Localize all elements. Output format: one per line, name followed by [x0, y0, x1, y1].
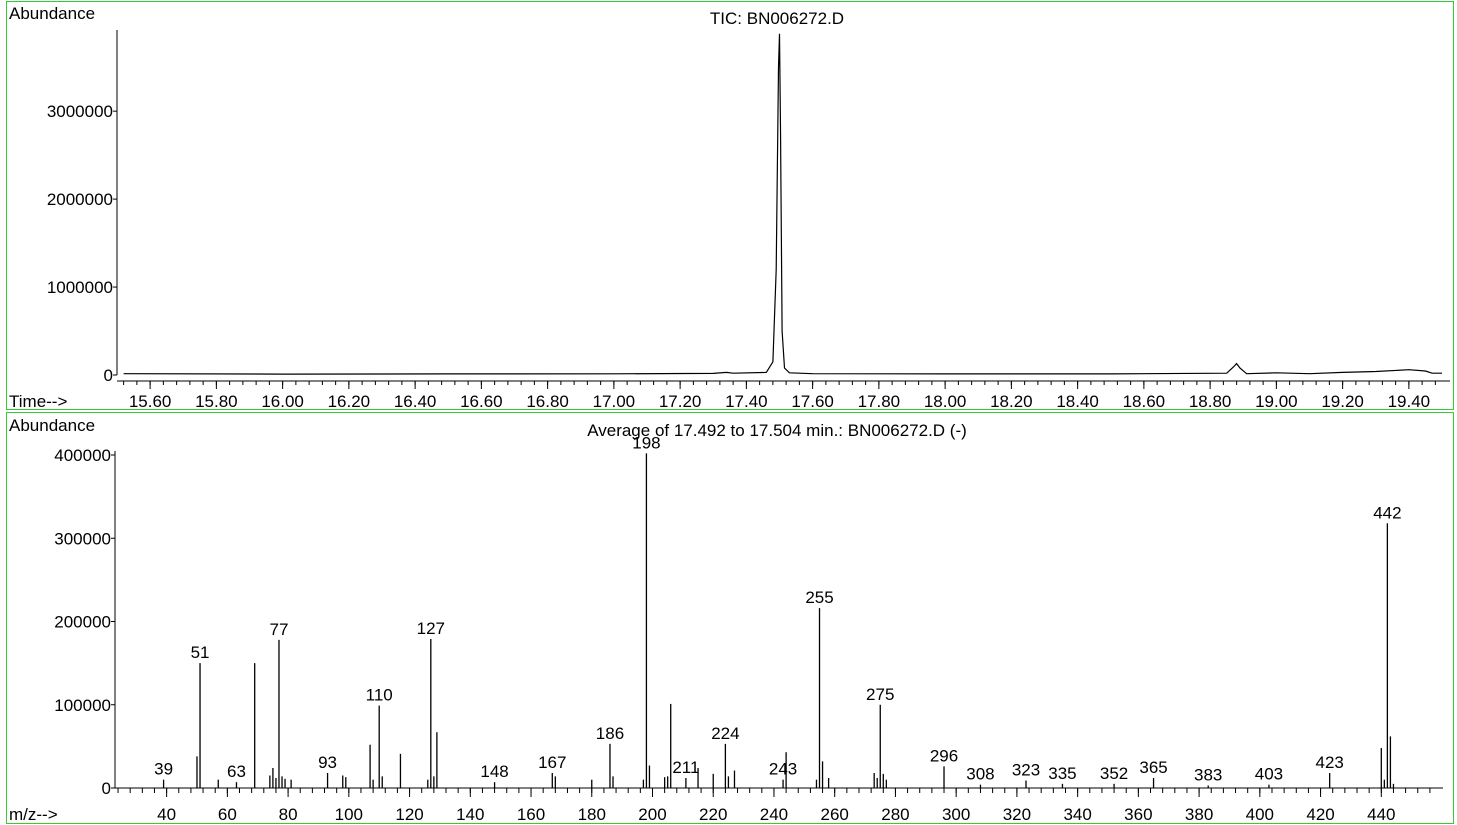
peak-label: 383	[1194, 766, 1222, 785]
y-tick-label: 400000	[54, 446, 111, 465]
peak-label: 352	[1100, 764, 1128, 783]
peak-label: 198	[632, 433, 660, 452]
peak-label: 39	[154, 760, 173, 779]
x-axis-label: Time-->	[9, 392, 67, 409]
y-tick-label: 300000	[54, 529, 111, 548]
peak-label: 335	[1048, 764, 1076, 783]
mass-spectrum-panel: Abundance Average of 17.492 to 17.504 min…	[6, 412, 1454, 824]
x-tick-label: 17.00	[593, 392, 636, 409]
y-axis-label: Abundance	[9, 4, 95, 23]
x-tick-label: 180	[578, 805, 606, 823]
peak-label: 308	[966, 765, 994, 784]
x-tick-label: 100	[335, 805, 363, 823]
x-tick-label: 18.00	[924, 392, 967, 409]
x-tick-label: 220	[699, 805, 727, 823]
x-tick-label: 380	[1185, 805, 1213, 823]
x-tick-label: 200	[638, 805, 666, 823]
peak-label: 127	[417, 619, 445, 638]
peak-label: 148	[480, 762, 508, 781]
x-tick-label: 400	[1246, 805, 1274, 823]
chart-title: TIC: BN006272.D	[710, 9, 844, 28]
x-tick-label: 240	[760, 805, 788, 823]
y-tick-label: 0	[102, 779, 111, 798]
x-tick-label: 40	[157, 805, 176, 823]
y-tick-label: 3000000	[47, 102, 113, 121]
x-tick-label: 300	[942, 805, 970, 823]
x-tick-label: 280	[881, 805, 909, 823]
peak-label: 243	[769, 760, 797, 779]
x-tick-label: 16.00	[261, 392, 304, 409]
y-tick-label: 200000	[54, 613, 111, 632]
x-tick-label: 120	[395, 805, 423, 823]
x-tick-label: 18.80	[1189, 392, 1232, 409]
x-tick-label: 80	[279, 805, 298, 823]
x-tick-label: 15.80	[195, 392, 238, 409]
tic-chart-panel: Abundance TIC: BN006272.D Time--> 0 1000000 2…	[6, 1, 1454, 410]
x-tick-label: 19.40	[1388, 392, 1431, 409]
y-tick-label: 1000000	[47, 278, 113, 297]
peak-label: 167	[538, 753, 566, 772]
peak-label: 403	[1255, 765, 1283, 784]
peak-label: 275	[866, 685, 894, 704]
peak-label: 51	[191, 643, 210, 662]
x-tick-label: 19.20	[1321, 392, 1364, 409]
peak-label: 323	[1012, 761, 1040, 780]
x-tick-label: 17.60	[791, 392, 834, 409]
x-axis-label: m/z-->	[9, 805, 58, 823]
peak-label: 93	[318, 753, 337, 772]
x-tick-label: 18.60	[1123, 392, 1166, 409]
x-tick-label: 16.80	[526, 392, 569, 409]
x-tick-label: 16.60	[460, 392, 503, 409]
y-tick-label: 2000000	[47, 190, 113, 209]
x-tick-label: 17.20	[659, 392, 702, 409]
x-tick-label: 160	[517, 805, 545, 823]
x-tick-label: 420	[1306, 805, 1334, 823]
peak-label: 186	[596, 724, 624, 743]
x-tick-label: 17.80	[858, 392, 901, 409]
y-tick-label: 100000	[54, 696, 111, 715]
x-tick-label: 260	[821, 805, 849, 823]
y-tick-label: 0	[104, 366, 113, 385]
x-tick-label: 360	[1124, 805, 1152, 823]
mass-spectrum-chart: Abundance Average of 17.492 to 17.504 min…	[9, 416, 1443, 823]
peak-label: 423	[1315, 753, 1343, 772]
x-tick-label: 340	[1063, 805, 1091, 823]
x-tick-label: 18.40	[1056, 392, 1099, 409]
x-tick-label: 19.00	[1255, 392, 1298, 409]
x-tick-label: 17.40	[725, 392, 768, 409]
chart-title: Average of 17.492 to 17.504 min.: BN0062…	[587, 421, 967, 440]
x-tick-label: 15.60	[129, 392, 172, 409]
peak-label: 255	[805, 588, 833, 607]
x-tick-label: 16.40	[394, 392, 437, 409]
tic-trace-line	[123, 33, 1442, 375]
x-tick-label: 440	[1367, 805, 1395, 823]
x-tick-label: 320	[1003, 805, 1031, 823]
x-tick-label: 60	[218, 805, 237, 823]
peak-label: 224	[711, 724, 739, 743]
peak-label: 365	[1139, 758, 1167, 777]
tic-chart: Abundance TIC: BN006272.D Time--> 0 1000000 2…	[9, 4, 1450, 409]
peak-label: 77	[270, 620, 289, 639]
x-tick-label: 140	[456, 805, 484, 823]
peak-label: 211	[672, 758, 699, 777]
peak-label: 110	[366, 686, 393, 705]
y-axis-label: Abundance	[9, 416, 95, 435]
x-tick-label: 16.20	[328, 392, 371, 409]
peak-label: 442	[1373, 503, 1401, 522]
peak-label: 63	[227, 762, 246, 781]
peak-label: 296	[930, 746, 958, 765]
x-tick-label: 18.20	[990, 392, 1033, 409]
